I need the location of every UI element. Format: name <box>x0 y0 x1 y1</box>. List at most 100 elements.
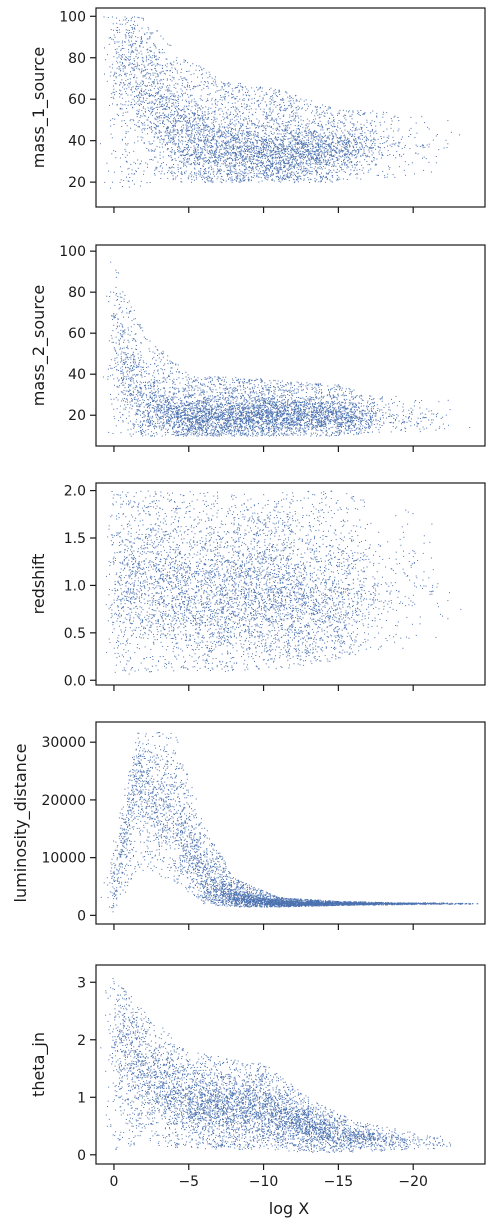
scatter-point <box>153 44 155 46</box>
scatter-point <box>182 80 184 81</box>
scatter-point <box>178 105 179 107</box>
scatter-point <box>237 151 239 153</box>
scatter-point <box>235 129 237 131</box>
scatter-point <box>257 125 259 127</box>
scatter-point <box>132 64 134 66</box>
scatter-point <box>233 165 235 167</box>
scatter-point <box>201 157 203 159</box>
scatter-point <box>222 140 224 142</box>
scatter-point <box>344 137 346 138</box>
scatter-point <box>246 158 248 160</box>
scatter-point <box>256 142 258 144</box>
scatter-point <box>291 111 293 113</box>
scatter-point <box>135 86 137 88</box>
scatter-point <box>200 99 202 101</box>
scatter-point <box>330 154 332 156</box>
scatter-point <box>346 179 348 180</box>
scatter-point <box>380 124 382 126</box>
scatter-point <box>214 155 215 157</box>
scatter-point <box>275 118 277 120</box>
scatter-point <box>203 124 205 126</box>
scatter-point <box>167 91 169 93</box>
scatter-point <box>176 131 178 133</box>
scatter-point <box>291 130 293 132</box>
scatter-point <box>276 127 278 129</box>
scatter-point <box>244 148 246 150</box>
scatter-point <box>193 151 195 153</box>
scatter-point <box>149 159 151 161</box>
scatter-point <box>161 138 162 140</box>
scatter-point <box>278 144 280 146</box>
scatter-point <box>181 174 183 175</box>
scatter-point <box>306 170 308 172</box>
scatter-point <box>314 147 316 149</box>
scatter-point <box>155 59 157 61</box>
scatter-point <box>205 100 207 102</box>
scatter-point <box>301 171 303 173</box>
scatter-point <box>350 173 352 174</box>
scatter-point <box>292 137 294 139</box>
scatter-point <box>125 29 127 31</box>
scatter-point <box>270 147 272 149</box>
scatter-point <box>239 178 241 180</box>
scatter-point <box>249 127 251 129</box>
scatter-point <box>139 45 140 47</box>
scatter-point <box>234 137 236 138</box>
scatter-point <box>149 143 151 145</box>
scatter-point <box>256 175 258 177</box>
scatter-point <box>374 157 376 159</box>
scatter-point <box>205 135 207 137</box>
scatter-point <box>133 173 135 175</box>
scatter-point <box>325 134 326 136</box>
scatter-point <box>161 100 163 102</box>
scatter-point <box>318 163 320 165</box>
scatter-point <box>348 166 350 168</box>
scatter-point <box>214 111 215 113</box>
scatter-point <box>107 54 109 56</box>
scatter-point <box>326 129 328 131</box>
scatter-point <box>324 106 326 107</box>
scatter-point <box>162 122 164 124</box>
scatter-point <box>302 156 304 158</box>
scatter-point <box>292 149 294 151</box>
scatter-point <box>173 94 175 96</box>
scatter-point <box>171 67 173 69</box>
scatter-point <box>202 148 204 150</box>
scatter-point <box>175 105 177 107</box>
scatter-point <box>226 145 228 146</box>
scatter-point <box>248 149 250 150</box>
scatter-point <box>238 154 240 156</box>
scatter-point <box>376 112 378 114</box>
scatter-point <box>308 169 310 171</box>
scatter-point <box>399 142 401 143</box>
scatter-point <box>357 121 358 123</box>
scatter-point <box>224 143 226 145</box>
scatter-point <box>243 180 245 182</box>
scatter-point <box>297 152 299 154</box>
scatter-point <box>305 142 307 144</box>
scatter-point <box>329 179 331 181</box>
scatter-point <box>190 153 192 155</box>
scatter-point <box>268 115 270 117</box>
scatter-point <box>291 155 292 157</box>
scatter-point <box>376 115 378 117</box>
scatter-point <box>322 142 324 144</box>
scatter-point <box>159 115 161 117</box>
scatter-point <box>182 94 184 96</box>
scatter-point <box>232 138 234 140</box>
scatter-point <box>255 108 257 110</box>
scatter-point <box>388 135 390 137</box>
scatter-point <box>124 16 126 18</box>
scatter-point <box>173 172 175 173</box>
scatter-point <box>212 121 214 123</box>
scatter-point <box>243 98 245 100</box>
scatter-point <box>296 147 298 149</box>
scatter-point <box>233 139 235 141</box>
scatter-point <box>154 169 156 171</box>
scatter-point <box>177 164 179 166</box>
scatter-point <box>131 87 133 89</box>
scatter-point <box>152 109 154 111</box>
scatter-point <box>344 157 346 159</box>
scatter-point <box>237 109 239 111</box>
scatter-point <box>216 142 217 144</box>
